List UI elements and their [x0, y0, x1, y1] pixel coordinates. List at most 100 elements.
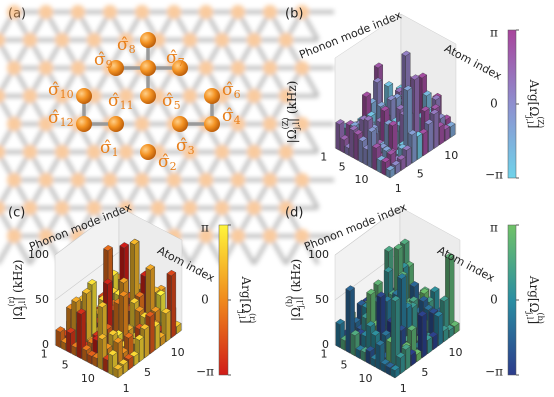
bar-top	[71, 296, 81, 303]
bar-top	[430, 286, 440, 293]
colorbar-title-sub: j,l	[237, 310, 246, 319]
bar-top	[118, 277, 129, 284]
bar-top	[76, 308, 87, 315]
colorbar-tick-label: π	[490, 26, 498, 40]
z-axis-title-post: | (kHz)	[289, 259, 303, 300]
bar-top	[381, 157, 391, 163]
bar-top	[383, 266, 394, 273]
atom	[247, 145, 261, 159]
bar-top	[422, 90, 432, 97]
atom	[23, 201, 37, 215]
site-index: 10	[60, 88, 74, 101]
colorbar-title-sub: j,l	[525, 311, 534, 320]
z-axis-title-sub: j,l	[296, 300, 305, 309]
bar-side	[155, 323, 161, 351]
bar-top	[383, 81, 394, 87]
z-axis-title-sub: j,l	[18, 300, 27, 309]
colorbar-tick-label: 0	[490, 97, 498, 111]
bar-top	[397, 273, 407, 280]
atom	[263, 5, 277, 19]
colorbar-title-sup: (Z)	[536, 116, 545, 128]
bar-top	[433, 310, 444, 318]
atom	[167, 173, 181, 187]
atom	[199, 5, 213, 19]
atom	[0, 89, 5, 103]
atom	[23, 89, 37, 103]
bar-top	[87, 279, 97, 286]
bar-top	[129, 238, 140, 246]
bar-top	[161, 307, 171, 315]
bar-top	[366, 288, 376, 295]
bar-top	[129, 297, 140, 304]
site-symbol: σ̂	[158, 152, 170, 172]
z-tick-label: 50	[315, 293, 329, 306]
bar-top	[339, 134, 350, 141]
bar-top	[417, 310, 428, 317]
atom	[172, 60, 188, 76]
atom	[135, 5, 149, 19]
bar-top	[365, 320, 376, 327]
site-symbol: σ̂	[108, 91, 120, 111]
bar-top	[123, 353, 134, 360]
atom	[0, 33, 5, 47]
atom	[140, 32, 156, 48]
bar-top	[97, 333, 108, 340]
atom	[119, 89, 133, 103]
bar-top	[134, 291, 145, 298]
bar-top	[407, 129, 418, 136]
right-tick-label: 10	[444, 149, 458, 162]
atom	[263, 61, 277, 75]
site-symbol: σ̂	[166, 48, 178, 68]
lattice-illustration: (a)σ̂8σ̂9σ̂7σ̂10σ̂11σ̂5σ̂6σ̂12σ̂4σ̂1σ̂2σ…	[0, 5, 334, 265]
bar-top	[65, 327, 76, 334]
atom	[247, 89, 261, 103]
bar-top	[390, 364, 400, 371]
z-axis-title: |Ω(b) j,l| (kHz)	[285, 259, 305, 321]
bar-side	[363, 147, 368, 166]
bar-top	[358, 136, 368, 142]
bar-side	[428, 121, 434, 153]
left-tick-label: 5	[62, 358, 69, 371]
bar-top	[145, 264, 156, 271]
site-label: σ̂6	[222, 80, 241, 102]
colorbar	[507, 224, 517, 376]
colorbar-title-pre: Arg[Ω	[528, 79, 542, 117]
site-index: 5	[174, 99, 181, 112]
atom	[140, 144, 156, 160]
atom	[71, 61, 85, 75]
colorbar-title-sup: (b)	[536, 313, 545, 324]
atom	[108, 60, 124, 76]
bar-side	[438, 313, 444, 347]
site-symbol: σ̂	[162, 91, 174, 111]
site-symbol: σ̂	[222, 80, 234, 100]
colorbar-title-sub: j,l	[525, 115, 534, 124]
atom	[295, 117, 309, 131]
lattice	[76, 32, 220, 160]
z-grid-line	[54, 206, 120, 256]
bar-top	[118, 290, 129, 297]
atom	[199, 173, 213, 187]
atom	[39, 5, 53, 19]
atom	[167, 5, 181, 19]
bar-top	[81, 288, 92, 295]
bar-side	[372, 145, 377, 171]
atom	[172, 116, 188, 132]
z-axis-title-sup: (Z)	[281, 118, 290, 130]
bar-top	[113, 337, 123, 344]
bar-top	[123, 332, 134, 339]
bar-side	[422, 130, 428, 157]
bar-top	[376, 291, 386, 298]
site-label: σ̂2	[158, 152, 177, 174]
z-axis-title-sup: (r)	[7, 296, 16, 306]
right-tick-label: 5	[144, 366, 151, 379]
bar-top	[395, 352, 406, 359]
atom	[7, 5, 21, 19]
bar-top	[365, 345, 375, 353]
site-symbol: σ̂	[222, 106, 234, 126]
bar-top	[385, 165, 396, 172]
bar-top	[373, 279, 383, 286]
atom	[39, 229, 53, 243]
panel-label: (d)	[285, 206, 303, 221]
